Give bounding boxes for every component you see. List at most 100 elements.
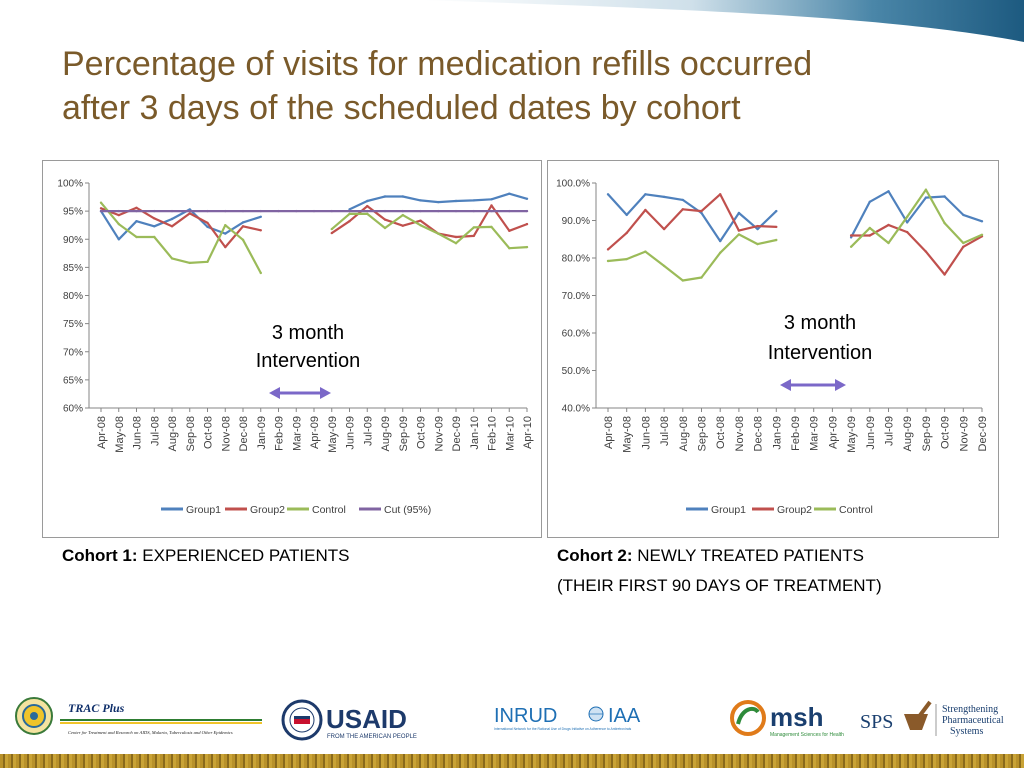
data-point-group1 [135,220,138,223]
x-tick-label: Aug-09 [380,416,392,451]
data-point-group1 [737,211,741,215]
x-tick-label: Mar-09 [291,416,303,451]
y-tick-label: 95% [63,207,83,218]
data-point-group2 [887,223,890,227]
legend-label-cut-95: Cut (95%) [384,504,431,516]
data-point-group2 [681,208,684,211]
y-tick-label: 100.0% [556,179,590,190]
series-line-group2 [607,193,983,276]
data-point-group2 [906,230,909,234]
data-point-group1 [775,209,778,213]
legend-label-control: Control [312,504,346,516]
data-point-control [419,224,422,227]
data-point-cut-95 [490,209,493,213]
data-point-group1 [887,190,890,193]
data-point-cut-95 [383,209,387,213]
data-point-group2 [401,224,404,227]
series-line-control [100,201,528,274]
data-point-group1 [224,232,227,235]
inrud-subtitle: International Network for the Rational U… [494,727,632,731]
data-point-group2 [224,245,227,249]
data-point-group1 [980,220,984,223]
x-tick-label: Apr-09 [309,416,321,449]
cohort2-chart-svg: 40.0% 50.0% 60.0% 70.0% 80.0% 90.0% 100.0% Apr-… [556,179,989,517]
y-tick-label: 75% [63,319,83,330]
annotation-line-1: 3 month [272,322,344,344]
x-tick-label: Oct-09 [416,416,428,449]
partner-logos: TRAC Plus Center for Treatment and Resea… [0,690,1024,750]
data-point-group1 [401,195,404,198]
data-point-group2 [756,224,759,228]
y-tick-label: 70.0% [562,291,590,302]
data-point-group1 [241,221,245,224]
x-tick-label: Jun-08 [132,416,144,450]
y-tick-label: 85% [63,263,83,274]
data-point-group2 [153,217,156,220]
data-point-group1 [366,199,369,203]
data-point-cut-95 [99,209,103,213]
x-tick-label: Apr-08 [96,416,108,449]
data-point-control [188,261,191,265]
x-tick-label: May-08 [622,416,634,453]
y-tick-label: 65% [63,375,83,386]
data-point-group2 [719,193,722,196]
data-point-cut-95 [224,209,227,213]
data-point-control [366,212,369,216]
x-tick-label: Jan-09 [771,416,783,450]
x-tick-label: Sep-09 [921,416,933,451]
slide-title: Percentage of visits for medication refi… [62,42,982,130]
data-point-group2 [241,225,245,228]
intervention-arrow-right-head [320,387,331,399]
data-point-group2 [99,207,103,210]
x-tick-label: Aug-08 [167,416,179,451]
x-tick-label: Jun-08 [640,416,652,450]
data-point-cut-95 [525,209,529,213]
data-point-control [943,221,946,225]
usaid-seal-icon [281,699,323,741]
cohort2-caption-text-line-1: NEWLY TREATED PATIENTS [637,546,864,565]
data-point-group2 [625,231,628,235]
data-point-group2 [259,229,262,232]
data-point-group2 [700,209,703,213]
x-tick-label: Jun-09 [865,416,877,450]
data-point-control [348,212,351,216]
x-tick-label: Oct-09 [940,416,952,449]
x-tick-label: Feb-10 [487,416,499,451]
y-tick-label: 80% [63,291,83,302]
inrud-wordmark: INRUD [494,705,557,727]
data-point-cut-95 [330,209,333,213]
usaid-wordmark: USAID [326,704,407,734]
x-tick-label: Jul-09 [362,416,374,446]
data-point-control [490,225,493,229]
x-tick-label: Jul-08 [149,416,161,446]
data-point-group2 [849,234,853,237]
cohort2-caption-label: Cohort 2: [557,546,633,565]
x-tick-label: Jan-10 [469,416,481,450]
data-point-control [259,271,262,275]
data-point-control [719,251,722,254]
data-point-group1 [681,198,684,202]
data-point-cut-95 [295,209,298,213]
data-point-group1 [849,236,853,239]
msh-swirl-icon [730,700,766,736]
data-point-group2 [525,222,529,226]
data-point-group2 [472,234,475,238]
msh-logo: msh Management Sciences for Health [728,690,858,750]
msh-wordmark: msh [770,702,823,732]
data-point-group1 [943,195,946,198]
data-point-control [117,222,121,226]
iaa-wordmark: IAA [608,705,641,727]
legend-label-group2: Group2 [777,504,812,516]
data-point-cut-95 [454,209,458,213]
data-point-control [737,233,741,236]
data-point-cut-95 [241,209,245,213]
x-tick-label: Nov-09 [433,416,445,451]
x-tick-label: Feb-09 [274,416,286,451]
x-tick-label: Jun-09 [345,416,357,450]
data-point-control [206,260,209,263]
x-tick-label: Nov-09 [958,416,970,451]
data-point-group2 [330,231,333,235]
data-point-cut-95 [135,209,138,213]
data-point-group1 [206,225,209,229]
data-point-control [644,250,647,253]
